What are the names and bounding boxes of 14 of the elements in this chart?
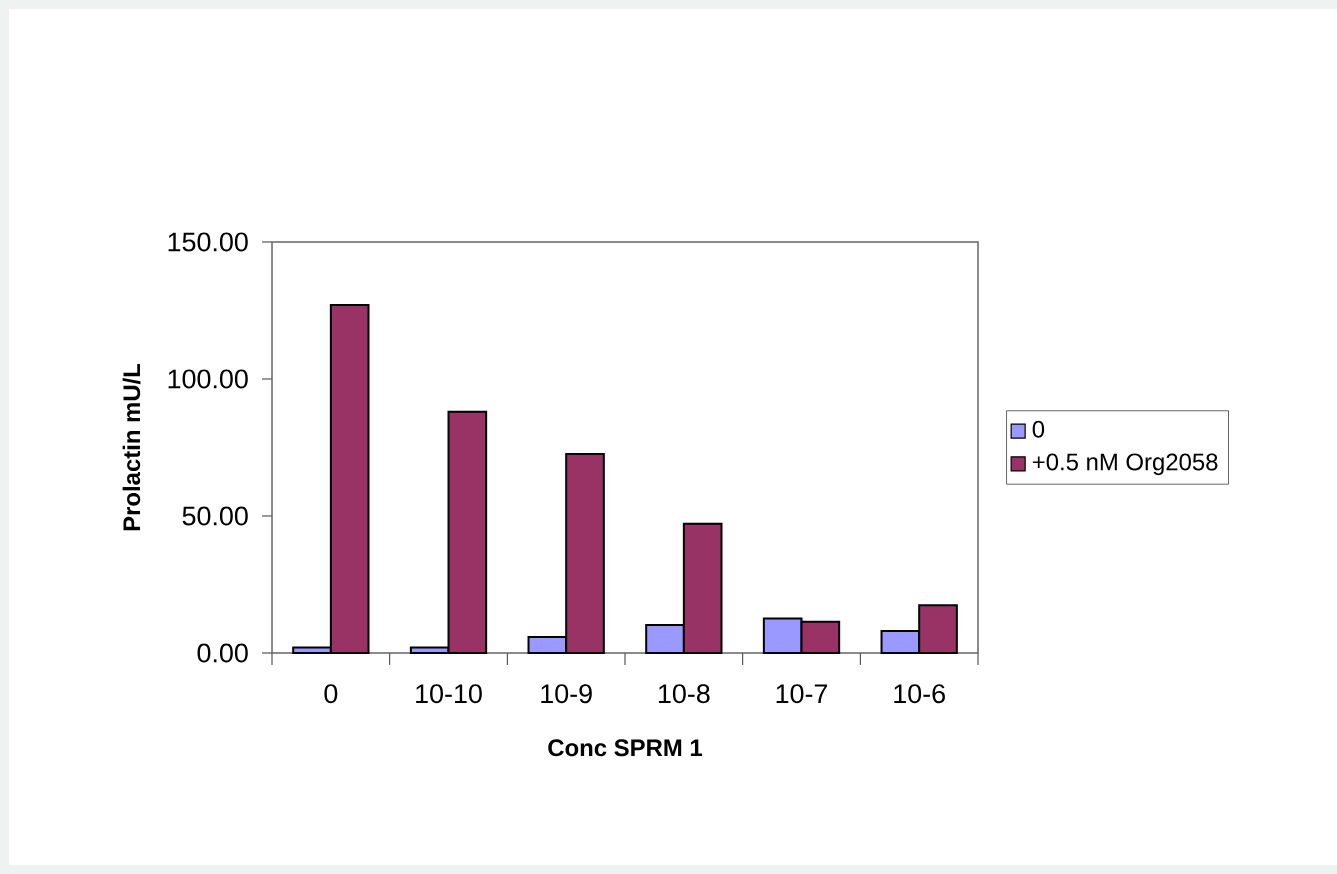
x-tick-label: 10-7 [776,684,828,704]
x-axis-title: Conc SPRM 1 [548,739,703,757]
y-axis-title: Prolactin mU/L [122,363,141,531]
legend-label: +0.5 nM Org2058 [1032,453,1218,476]
x-tick-label: 10-6 [894,684,945,704]
y-tick-label: 0.00 [197,643,248,663]
y-tick-label: 50.00 [182,506,248,526]
x-tick-label: 10-8 [658,684,710,704]
y-tick-label: 100.00 [168,369,248,389]
x-tick-label: 0 [324,684,338,704]
legend-label: 0 [1032,420,1045,438]
x-tick-label: 10-10 [416,684,482,704]
x-tick-label: 10-9 [541,684,592,704]
y-tick-label: 150.00 [168,232,248,252]
